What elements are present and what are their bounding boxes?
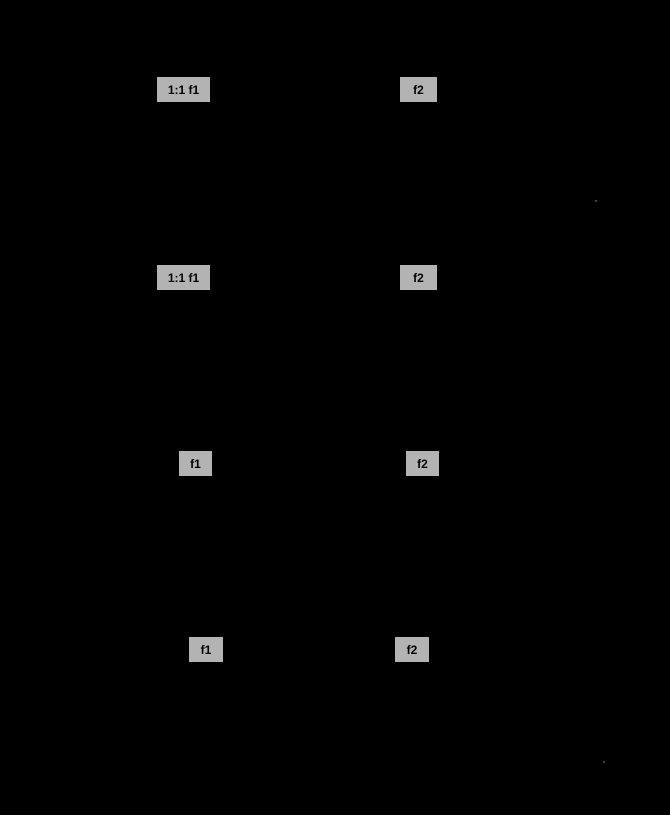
caption-r2c2: f2 (399, 264, 438, 291)
caption-r4c1: f1 (188, 636, 224, 663)
panel-r4c2 (333, 609, 605, 763)
panel-r2c1 (36, 236, 308, 390)
marker-1 (603, 761, 605, 763)
panel-r1c1 (36, 49, 308, 203)
panel-r1c2 (333, 48, 605, 202)
diagram-canvas: 1:1 f1 f2 1:1 f1 f2 f1 f2 f1 f2 (0, 0, 670, 815)
caption-r3c1: f1 (178, 450, 213, 477)
caption-r1c1: 1:1 f1 (156, 76, 211, 103)
caption-r3c2: f2 (405, 450, 440, 477)
panel-r3c1 (36, 423, 308, 577)
caption-r1c2: f2 (399, 76, 438, 103)
caption-r4c2: f2 (394, 636, 430, 663)
panel-r2c2 (333, 236, 605, 390)
marker-0 (595, 200, 597, 202)
caption-r2c1: 1:1 f1 (156, 264, 211, 291)
panel-r3c2 (333, 423, 605, 577)
panel-r4c1 (36, 609, 308, 763)
